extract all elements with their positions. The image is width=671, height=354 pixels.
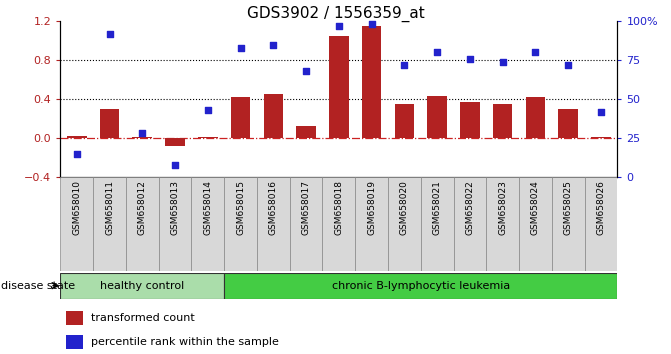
Text: disease state: disease state: [1, 281, 75, 291]
Point: [497, 59, 508, 64]
Point: [464, 56, 475, 62]
Bar: [60, 177, 93, 271]
Bar: [421, 177, 454, 271]
Text: GSM658023: GSM658023: [498, 180, 507, 235]
Bar: [460, 102, 480, 138]
Bar: [297, 126, 316, 138]
Point: [399, 62, 410, 68]
Text: healthy control: healthy control: [100, 281, 185, 291]
Bar: [525, 97, 546, 138]
Text: GSM658018: GSM658018: [334, 180, 344, 235]
Text: GSM658016: GSM658016: [269, 180, 278, 235]
Point: [71, 151, 82, 156]
Bar: [493, 104, 513, 138]
Text: GSM658020: GSM658020: [400, 180, 409, 235]
Bar: [132, 137, 152, 138]
Text: GSM658024: GSM658024: [531, 180, 540, 235]
Point: [431, 50, 442, 55]
Bar: [591, 137, 611, 138]
Point: [596, 109, 607, 114]
Bar: [126, 177, 158, 271]
Bar: [158, 177, 191, 271]
Bar: [362, 26, 381, 138]
Text: GSM658015: GSM658015: [236, 180, 245, 235]
Text: GSM658011: GSM658011: [105, 180, 114, 235]
Point: [236, 45, 246, 51]
Bar: [323, 177, 355, 271]
Text: GSM658012: GSM658012: [138, 180, 147, 235]
Bar: [66, 312, 83, 325]
Bar: [264, 94, 283, 138]
Bar: [519, 177, 552, 271]
Bar: [486, 177, 519, 271]
Text: GSM658022: GSM658022: [466, 180, 474, 235]
Point: [301, 68, 311, 74]
Bar: [165, 138, 185, 146]
Bar: [224, 177, 257, 271]
Point: [170, 162, 180, 167]
Bar: [67, 136, 87, 138]
Text: GSM658013: GSM658013: [170, 180, 180, 235]
Bar: [224, 273, 617, 299]
Text: chronic B-lymphocytic leukemia: chronic B-lymphocytic leukemia: [331, 281, 510, 291]
Text: GSM658017: GSM658017: [301, 180, 311, 235]
Bar: [231, 97, 250, 138]
Bar: [584, 177, 617, 271]
Text: transformed count: transformed count: [91, 313, 195, 323]
Point: [137, 131, 148, 136]
Bar: [558, 109, 578, 138]
Text: GSM658014: GSM658014: [203, 180, 212, 235]
Text: GSM658026: GSM658026: [597, 180, 605, 235]
Point: [268, 42, 278, 47]
Bar: [290, 177, 323, 271]
Point: [563, 62, 574, 68]
Text: GSM658019: GSM658019: [367, 180, 376, 235]
Text: GSM658010: GSM658010: [72, 180, 81, 235]
Bar: [93, 177, 126, 271]
Bar: [257, 177, 290, 271]
Bar: [191, 177, 224, 271]
Bar: [329, 36, 349, 138]
Bar: [388, 177, 421, 271]
Bar: [427, 96, 447, 138]
Bar: [355, 177, 388, 271]
Text: GDS3902 / 1556359_at: GDS3902 / 1556359_at: [247, 5, 424, 22]
Text: GSM658025: GSM658025: [564, 180, 572, 235]
Bar: [454, 177, 486, 271]
Bar: [198, 137, 217, 138]
Point: [333, 23, 344, 29]
Bar: [552, 177, 584, 271]
Bar: [100, 109, 119, 138]
Text: GSM658021: GSM658021: [433, 180, 442, 235]
Point: [203, 107, 213, 113]
Point: [530, 50, 541, 55]
Point: [366, 22, 377, 27]
Point: [104, 31, 115, 36]
Text: percentile rank within the sample: percentile rank within the sample: [91, 337, 279, 347]
Bar: [66, 335, 83, 349]
Bar: [60, 273, 224, 299]
Bar: [395, 104, 414, 138]
